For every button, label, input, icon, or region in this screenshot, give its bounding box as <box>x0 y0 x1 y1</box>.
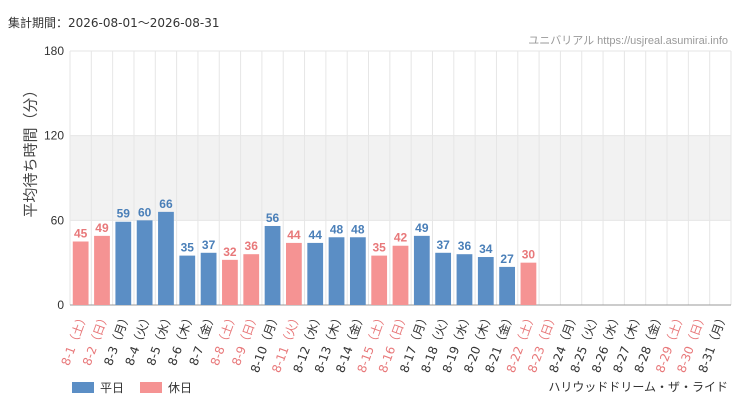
legend-swatch-holiday <box>140 382 163 393</box>
y-tick-label: 0 <box>57 298 64 312</box>
bar-value-label: 45 <box>74 227 88 241</box>
bar <box>413 235 430 305</box>
bar-value-label: 59 <box>117 207 131 221</box>
bar <box>456 254 473 305</box>
bar <box>264 225 281 305</box>
bar <box>115 221 132 305</box>
bar <box>285 242 302 305</box>
y-tick-label: 120 <box>44 129 64 143</box>
bar <box>158 211 174 305</box>
bar-value-label: 49 <box>415 221 429 235</box>
bar <box>520 262 537 305</box>
bar-value-label: 56 <box>266 211 280 225</box>
y-tick-label: 60 <box>51 213 65 227</box>
legend-label-weekday: 平日 <box>100 381 125 395</box>
bar <box>72 241 89 305</box>
bar-value-label: 48 <box>351 222 365 236</box>
legend-item-weekday: 平日 <box>72 379 124 396</box>
bar <box>243 254 260 305</box>
bar-value-label: 27 <box>500 252 514 266</box>
legend-item-holiday: 休日 <box>140 379 192 396</box>
bar-value-label: 44 <box>287 228 301 242</box>
bar-value-label: 35 <box>372 241 386 255</box>
shaded-band <box>70 135 731 221</box>
bar-value-label: 44 <box>309 228 323 242</box>
bar <box>392 245 409 305</box>
period-label: 集計期間：2026-08-01～2026-08-31 <box>8 16 220 30</box>
bar-value-label: 34 <box>479 242 493 256</box>
legend: 平日 休日 <box>72 379 192 396</box>
bar <box>371 255 388 305</box>
y-tick-label: 180 <box>44 44 64 58</box>
bar <box>136 220 153 305</box>
bar <box>477 257 494 305</box>
bar-value-label: 66 <box>159 197 173 211</box>
legend-label-holiday: 休日 <box>168 381 193 395</box>
source-credit: ユニバリアル https://usjreal.asumirai.info <box>528 35 728 47</box>
bar <box>94 235 110 305</box>
bar-value-label: 42 <box>394 231 408 245</box>
bar <box>328 237 345 305</box>
bar-value-label: 36 <box>245 239 259 253</box>
bar-value-label: 37 <box>436 238 450 252</box>
bar-value-label: 32 <box>223 245 237 259</box>
legend-swatch-weekday <box>72 382 94 393</box>
bar <box>307 242 324 305</box>
bar-value-label: 37 <box>202 238 216 252</box>
bar-value-label: 35 <box>181 241 195 255</box>
bar-value-label: 48 <box>330 222 344 236</box>
bar <box>349 237 366 305</box>
bar <box>499 266 516 305</box>
bar <box>179 255 196 305</box>
bar-value-label: 30 <box>522 248 536 262</box>
bar <box>435 252 452 305</box>
bar-value-label: 49 <box>95 221 109 235</box>
bar-value-label: 36 <box>458 239 472 253</box>
attraction-name: ハリウッドドリーム・ザ・ライド <box>548 380 728 394</box>
bar <box>200 252 217 305</box>
bar-value-label: 60 <box>138 205 152 219</box>
bar <box>222 259 238 305</box>
